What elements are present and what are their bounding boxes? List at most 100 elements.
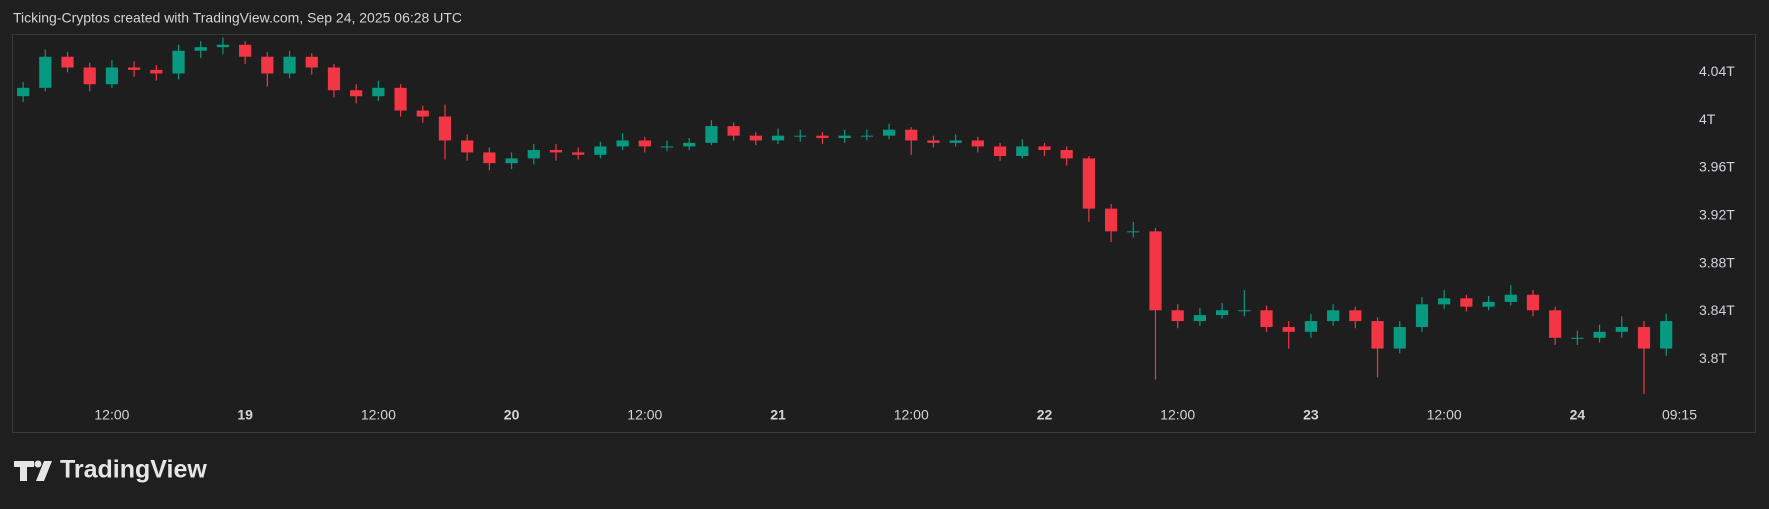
candle-body <box>794 135 807 137</box>
candle-body <box>194 47 207 51</box>
candle-body <box>261 56 274 74</box>
candle-body <box>283 56 296 74</box>
candle-body <box>727 126 740 136</box>
candle-body <box>549 150 563 153</box>
candle-body <box>372 87 385 97</box>
y-tick-label: 3.8T <box>1699 350 1727 366</box>
y-tick-label: 3.84T <box>1699 302 1735 318</box>
candle-body <box>1526 294 1540 311</box>
candle-body <box>1082 158 1095 209</box>
candle-body <box>172 50 185 74</box>
candle-body <box>949 140 962 143</box>
candle-body <box>305 56 318 68</box>
candle-body <box>61 56 74 68</box>
candle-body <box>816 135 829 139</box>
candle-body <box>1593 331 1606 338</box>
candle-body <box>1482 301 1495 307</box>
candle-body <box>1016 146 1029 156</box>
candle-body <box>705 126 718 143</box>
logo-icon <box>14 460 52 481</box>
candle-body <box>1304 321 1318 332</box>
candle-body <box>483 152 496 164</box>
candle-body <box>1149 231 1162 311</box>
candle-body <box>1327 310 1340 322</box>
candle-body <box>505 158 518 164</box>
candle-body <box>616 140 629 147</box>
x-tick-label: 23 <box>1303 407 1319 423</box>
candle-body <box>39 56 52 88</box>
candle-body <box>527 150 540 159</box>
candle-body <box>327 67 341 91</box>
candle-body <box>1615 327 1628 332</box>
x-tick-label: 12:00 <box>94 407 129 423</box>
candle-body <box>1504 294 1517 302</box>
candle-body <box>1193 315 1207 322</box>
candle-body <box>1349 310 1362 322</box>
header: Ticking-Cryptos created with TradingView… <box>13 10 462 26</box>
candle-body <box>860 135 873 137</box>
candle-body <box>394 87 407 111</box>
candle-body <box>16 87 30 97</box>
candle-body <box>905 129 918 141</box>
candle-body <box>882 129 896 136</box>
candle-body <box>749 135 762 141</box>
candle-body <box>1171 310 1184 322</box>
candle-body <box>128 67 141 70</box>
x-tick-label: 12:00 <box>1427 407 1462 423</box>
candle-body <box>683 142 696 147</box>
candle-body <box>461 140 474 153</box>
candle-body <box>1549 310 1562 338</box>
candle-body <box>83 67 96 85</box>
candle-body <box>1637 327 1651 349</box>
candle-body <box>1393 327 1406 349</box>
x-tick-label: 12:00 <box>361 407 396 423</box>
y-tick-label: 3.92T <box>1699 207 1735 223</box>
x-tick-label: 09:15 <box>1662 407 1697 423</box>
x-tick-label: 24 <box>1570 407 1586 423</box>
logo-text: TradingView <box>60 456 207 484</box>
x-tick-label: 12:00 <box>1160 407 1195 423</box>
candle-body <box>150 69 163 74</box>
candle-body <box>438 116 452 141</box>
candle-body <box>1438 298 1451 305</box>
x-tick-label: 20 <box>504 407 520 423</box>
candle-body <box>1371 321 1384 349</box>
x-tick-label: 22 <box>1037 407 1053 423</box>
candle-body <box>1216 310 1229 316</box>
candle-body <box>638 140 651 147</box>
y-tick-label: 3.88T <box>1699 254 1735 270</box>
candle-body <box>1460 298 1473 307</box>
candle-body <box>216 44 230 48</box>
candle-body <box>1571 337 1584 339</box>
plot-frame <box>12 34 1756 433</box>
candle-body <box>239 44 252 57</box>
candle-body <box>971 140 984 147</box>
candle-body <box>1238 310 1251 312</box>
candle-body <box>993 146 1007 156</box>
candle-body <box>1038 146 1051 151</box>
candle-body <box>1260 310 1273 328</box>
candle-body <box>1282 327 1295 332</box>
candle-body <box>572 152 585 155</box>
candle-body <box>105 67 119 85</box>
x-tick-label: 21 <box>770 407 786 423</box>
y-tick-label: 4T <box>1699 111 1716 127</box>
x-tick-label: 19 <box>237 407 253 423</box>
candle-body <box>594 146 607 155</box>
candle-body <box>1104 208 1118 232</box>
candle-body <box>927 140 940 143</box>
candle-body <box>771 135 785 141</box>
candle-body <box>838 135 851 139</box>
candle-body <box>1660 321 1673 349</box>
candle-body <box>350 90 363 97</box>
x-tick-label: 12:00 <box>894 407 929 423</box>
candle-body <box>416 110 429 117</box>
candle-body <box>660 146 674 148</box>
candle-body <box>1060 150 1073 159</box>
candle-body <box>1415 304 1429 328</box>
x-tick-label: 12:00 <box>627 407 662 423</box>
y-tick-label: 3.96T <box>1699 159 1735 175</box>
candle-body <box>1127 231 1140 233</box>
